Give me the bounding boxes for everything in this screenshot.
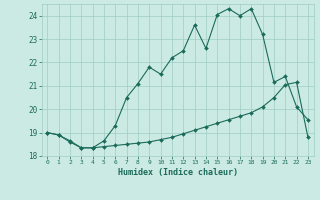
X-axis label: Humidex (Indice chaleur): Humidex (Indice chaleur) xyxy=(118,168,237,177)
